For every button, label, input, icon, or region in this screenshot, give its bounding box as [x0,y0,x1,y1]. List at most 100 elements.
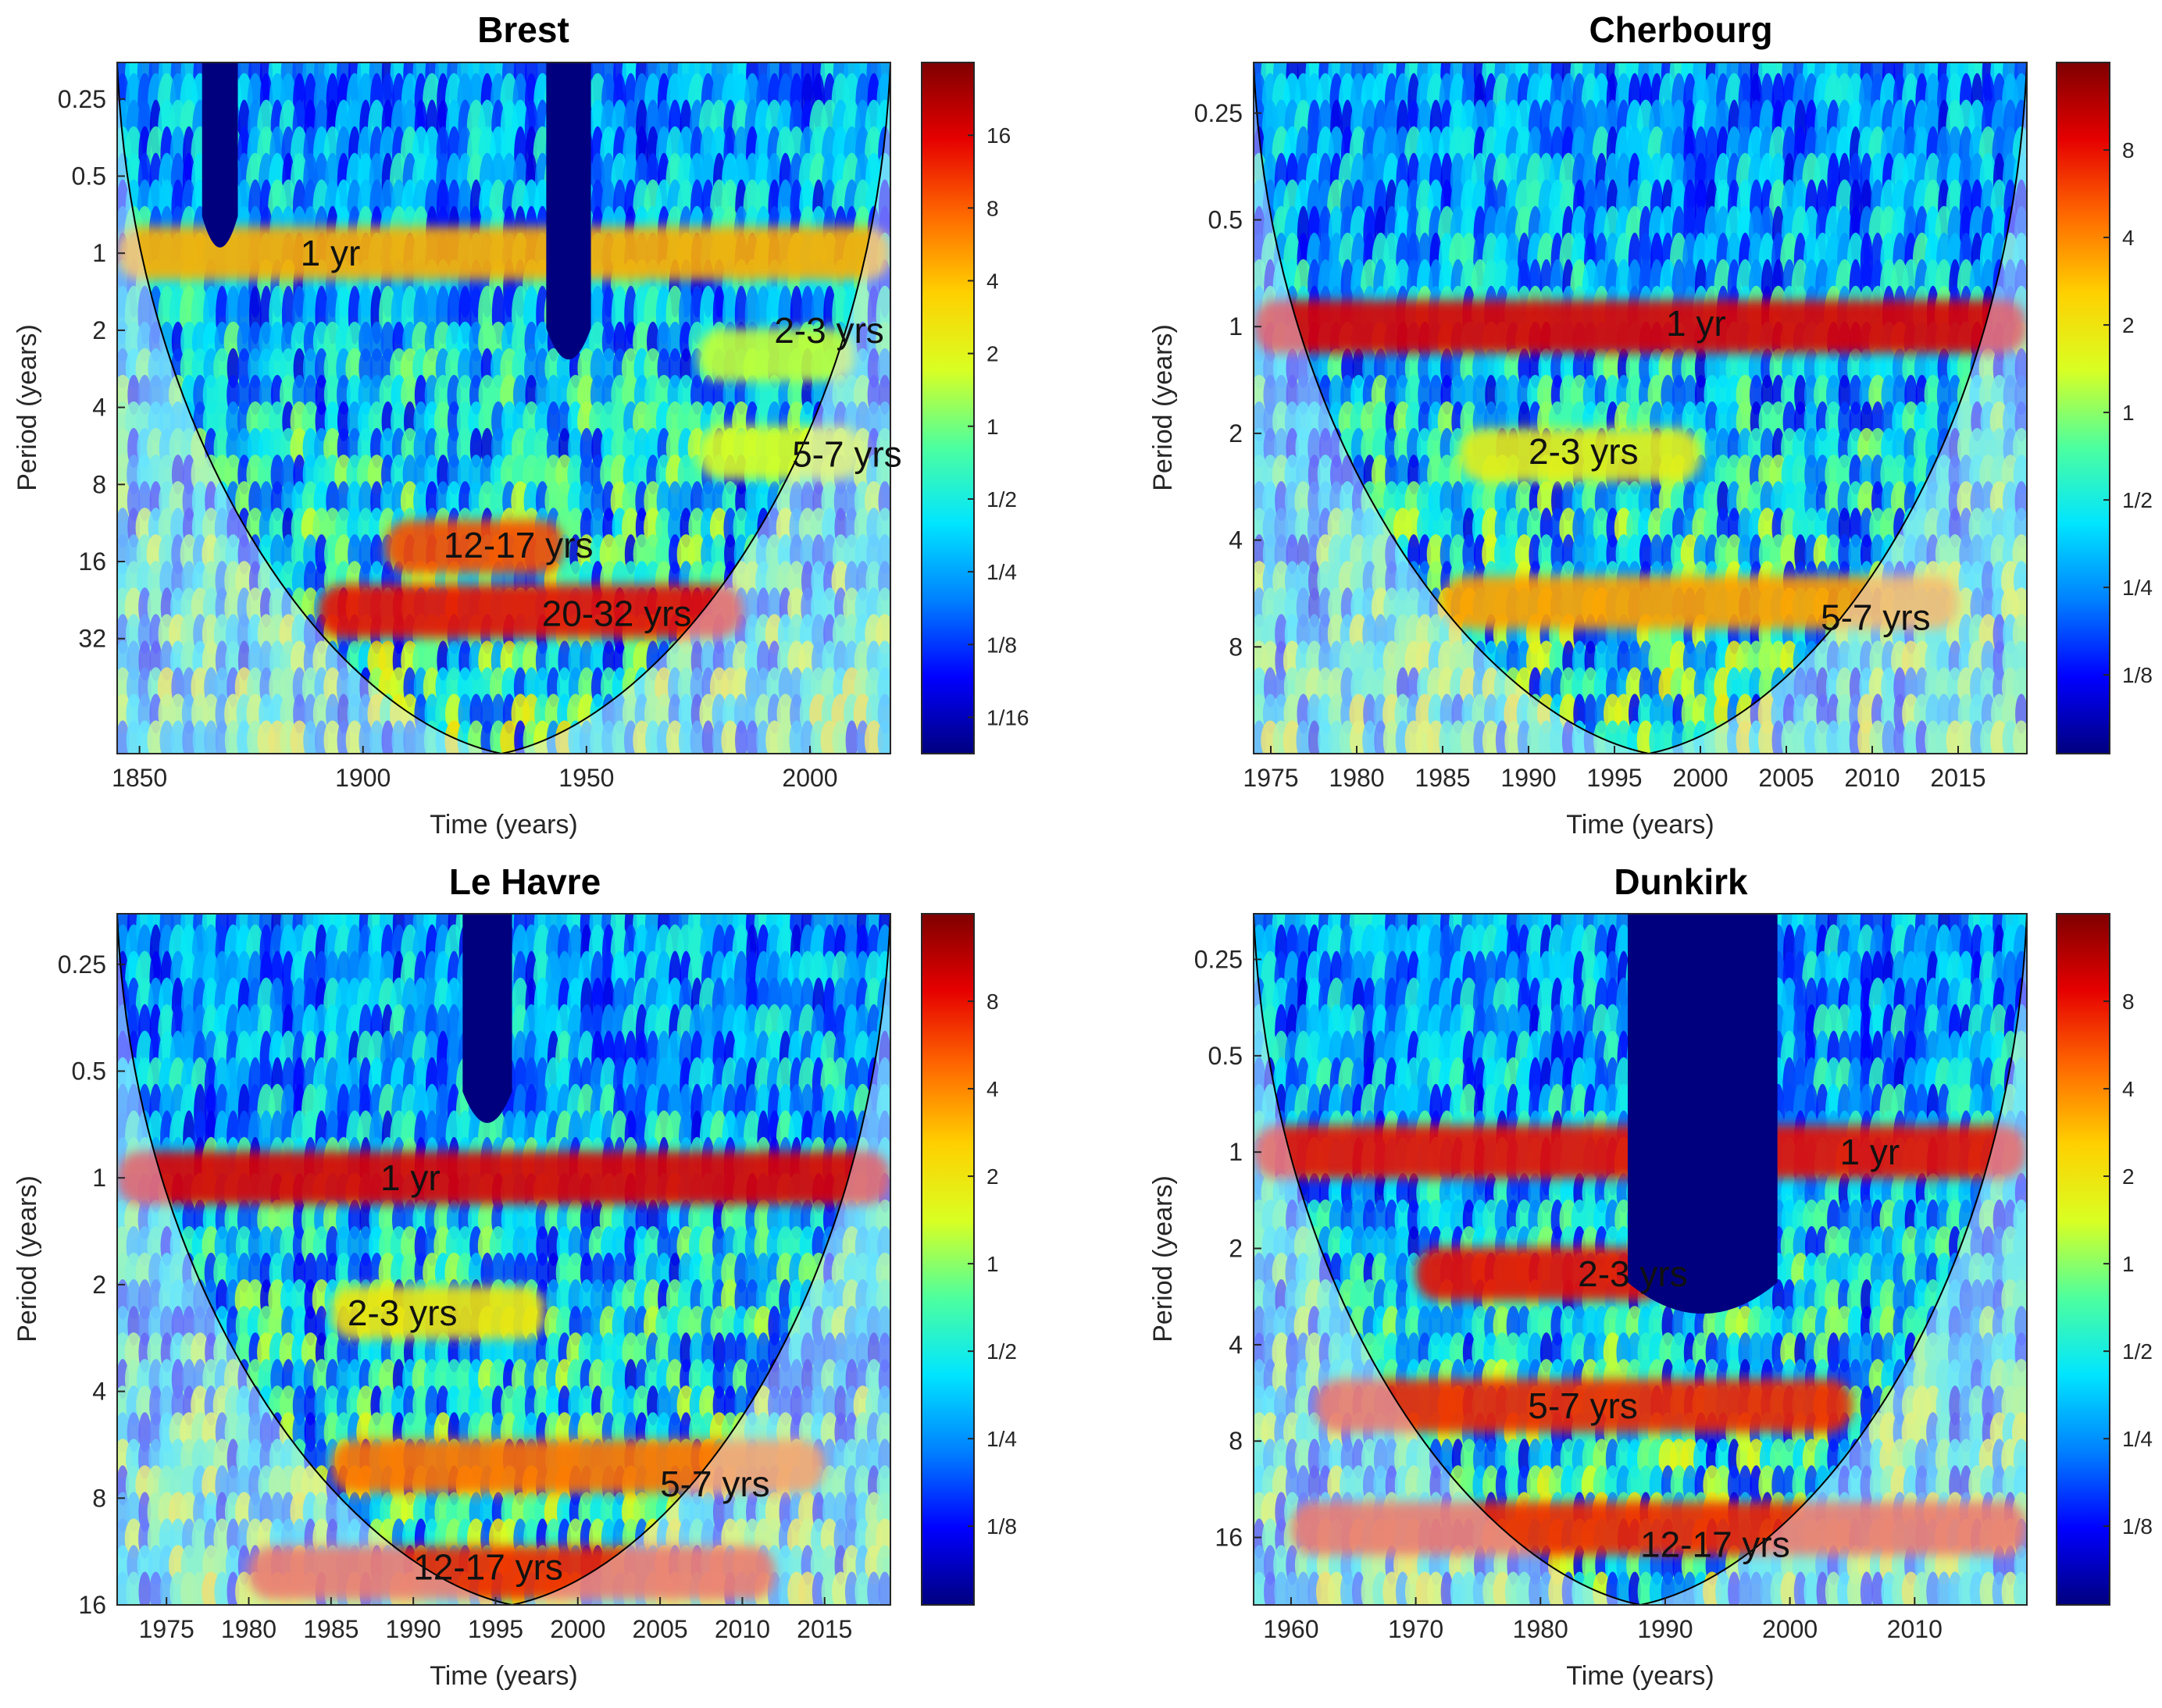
heatmap-cell [1935,481,1953,522]
heatmap-cell [1847,640,1864,681]
heatmap-cell [291,534,308,575]
y-tick-label: 1 [1229,312,1243,341]
heatmap-cell [403,720,417,754]
heatmap-cell [523,640,540,681]
heatmap-cell [312,640,330,681]
heatmap-cell [1891,534,1909,575]
heatmap-cell [866,401,882,442]
heatmap-cell [1273,348,1290,388]
y-axis-label: Period (years) [1148,324,1178,491]
heatmap-cell [633,640,651,681]
heatmap-cell [1284,401,1300,442]
heatmap-cell [269,508,286,548]
x-tick-label: 2010 [1844,764,1900,792]
heatmap-cell [722,481,739,522]
x-tick-label: 1980 [1329,764,1384,792]
heatmap-cell [1295,508,1312,548]
band-label: 20-32 yrs [542,593,692,633]
heatmap-cell [709,508,729,548]
heatmap-cell [766,667,783,708]
heatmap-cell [224,455,242,495]
heatmap-cell [667,508,683,548]
heatmap-cell [1559,508,1578,548]
heatmap-cell [745,694,760,734]
heatmap-cell [722,374,738,415]
heatmap-cell [655,694,673,734]
heatmap-cell [1825,534,1843,575]
colorbar-tick-label: 4 [2122,226,2135,250]
heatmap-cell [391,720,406,754]
heatmap-cell [1825,481,1843,522]
x-tick-label: 1900 [335,764,391,792]
heatmap-cell [1526,508,1544,548]
heatmap-cell [699,694,717,734]
heatmap-cell [456,428,474,469]
heatmap-cell [590,640,605,681]
power-band [697,426,864,480]
colorbar-tick-label: 2 [986,342,999,366]
heatmap-cell [147,587,165,628]
y-tick-label: 2 [1229,419,1243,448]
heatmap-cell [621,508,640,548]
heatmap-cell [1393,428,1412,469]
heatmap-cell [237,614,252,654]
heatmap-cell [1747,428,1765,469]
heatmap-cell [478,401,497,442]
heatmap-cell [1261,640,1279,681]
heatmap-cell [622,694,640,734]
heatmap-cell [225,640,241,681]
heatmap-cell [690,667,705,708]
y-tick-label: 0.5 [72,162,106,190]
heatmap-cell [457,455,473,495]
heatmap-cell [1748,348,1764,388]
x-axis-label: Time (years) [430,810,578,840]
heatmap-cell [280,481,296,522]
heatmap-cell [159,561,174,601]
heatmap-cell [478,640,497,681]
heatmap-cell [159,720,174,754]
heatmap-cell [323,667,342,708]
heatmap-cell [357,508,374,548]
y-tick-label: 32 [78,625,106,653]
heatmap-cell [369,720,384,754]
heatmap-field [1254,62,2027,754]
heatmap-cell [223,321,243,362]
heatmap-cell [843,614,861,654]
heatmap-cell [1903,534,1919,575]
heatmap-cell [1658,348,1678,388]
colorbar-tick-label: 1/2 [2122,488,2153,512]
heatmap-cell [170,720,186,754]
heatmap-cell [1780,374,1798,415]
heatmap-cell [811,374,826,415]
heatmap-cell [545,640,562,681]
band-label: 5-7 yrs [792,434,902,475]
heatmap-cell [558,401,572,442]
x-tick-label: 1950 [558,764,614,792]
heatmap-cell [180,640,198,681]
heatmap-cell [645,720,661,754]
heatmap-cell [191,348,209,388]
heatmap-cell [679,481,694,522]
heatmap-cell [224,587,242,628]
heatmap-cell [237,428,252,469]
y-tick-label: 16 [78,547,106,576]
heatmap-cell [1836,455,1853,495]
heatmap-cell [1428,348,1444,388]
heatmap-cell [1803,508,1820,548]
y-tick-label: 0.5 [1208,205,1243,234]
heatmap-cell [391,401,408,442]
heatmap-cell [1857,481,1876,522]
heatmap-cell [1924,508,1942,548]
panel-title: Brest [477,9,569,50]
x-tick-label: 1975 [1243,764,1298,792]
heatmap-cell [424,455,440,495]
heatmap-cell [579,481,594,522]
heatmap-cell [755,481,772,522]
heatmap-cell [831,561,851,601]
heatmap-cell [235,481,254,522]
heatmap-cell [1913,455,1931,495]
x-axis-label: Time (years) [430,1661,578,1691]
colorbar-tick-label: 1 [2122,401,2135,425]
heatmap-cell [312,694,330,734]
